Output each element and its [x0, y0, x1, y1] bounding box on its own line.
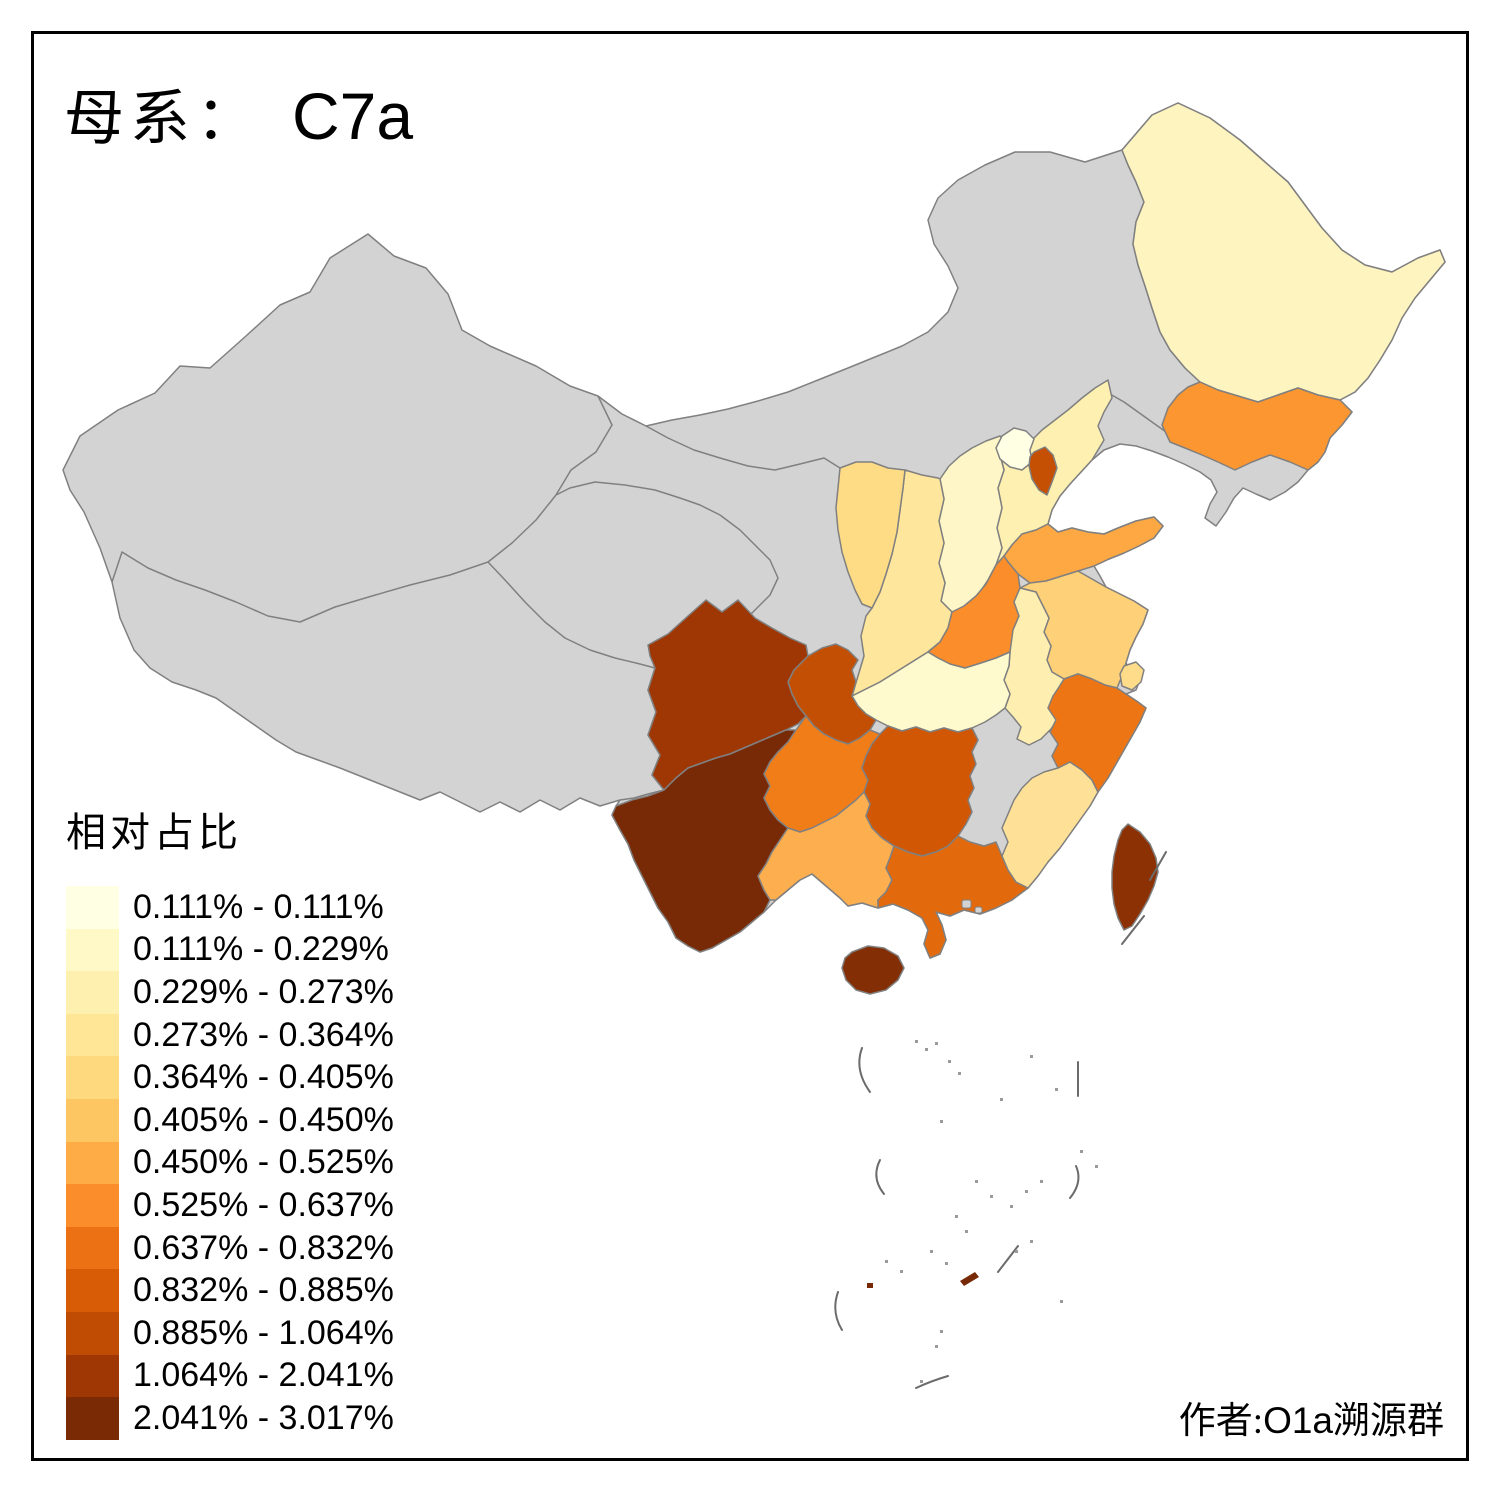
author-group-cjk: 溯源群: [1333, 1401, 1444, 1442]
legend-item: 2.041% - 3.017%: [66, 1397, 394, 1440]
legend-item: 0.405% - 0.450%: [66, 1098, 394, 1142]
legend-item: 0.832% - 0.885%: [66, 1269, 394, 1312]
author-group-latin: O1a: [1263, 1400, 1333, 1441]
legend-label: 2.041% - 3.017%: [133, 1398, 394, 1437]
legend-label: 0.273% - 0.364%: [133, 1015, 394, 1054]
legend-swatch: [66, 1354, 119, 1398]
province-zhejiang: [1047, 673, 1147, 793]
province-heilongjiang: [1121, 102, 1446, 403]
province-tianjin: [1028, 446, 1058, 496]
province-jilin: [1161, 381, 1353, 471]
legend-label: 1.064% - 2.041%: [133, 1356, 394, 1395]
legend-title: 相对占比: [66, 810, 242, 855]
legend-item: 0.229% - 0.273%: [66, 971, 394, 1014]
legend-label: 0.832% - 0.885%: [133, 1271, 394, 1310]
nine-dash-line: [834, 851, 1167, 1389]
legend-swatch: [66, 1141, 119, 1185]
legend-label: 0.111% - 0.229%: [133, 930, 389, 969]
legend-item: 0.111% - 0.111%: [66, 886, 394, 929]
author-credit: 作者:O1a溯源群: [1179, 1390, 1444, 1444]
legend-item: 0.273% - 0.364%: [66, 1013, 394, 1057]
legend-label: 0.450% - 0.525%: [133, 1143, 394, 1182]
legend-item: 0.525% - 0.637%: [66, 1184, 394, 1227]
legend-item: 0.885% - 1.064%: [66, 1311, 394, 1355]
province-hongkong: [961, 899, 972, 909]
legend-item: 0.637% - 0.832%: [66, 1226, 394, 1270]
legend-swatch: [66, 1226, 119, 1270]
title-haplogroup-code: C7a: [292, 79, 414, 153]
province-shanghai: [1119, 661, 1145, 691]
island-specks: [885, 1040, 1098, 1383]
legend-swatch: [66, 1269, 119, 1312]
legend-swatch: [66, 971, 119, 1014]
province-hainan: [841, 945, 905, 995]
legend-label: 0.525% - 0.637%: [133, 1185, 394, 1224]
legend-swatch: [66, 1056, 119, 1099]
legend-swatch: [66, 1098, 119, 1142]
colored-islets: [867, 1272, 979, 1288]
legend-item: 0.111% - 0.229%: [66, 928, 394, 972]
province-macau: [974, 906, 983, 914]
plot-frame: [31, 31, 1469, 1461]
legend-items: 0.111% - 0.111% 0.111% - 0.229% 0.229% - 0…: [66, 886, 394, 1440]
legend: 相对占比 0.111% - 0.111% 0.111% - 0.229% 0.229…: [66, 800, 394, 1440]
legend-label: 0.885% - 1.064%: [133, 1313, 394, 1352]
province-taiwan: [1111, 823, 1159, 931]
legend-swatch: [66, 1013, 119, 1057]
legend-label: 0.111% - 0.111%: [133, 887, 384, 926]
legend-label: 0.405% - 0.450%: [133, 1100, 394, 1139]
legend-swatch: [66, 1311, 119, 1355]
legend-item: 0.364% - 0.405%: [66, 1056, 394, 1099]
legend-swatch: [66, 1184, 119, 1227]
legend-swatch: [66, 886, 119, 929]
legend-swatch: [66, 1397, 119, 1440]
legend-item: 0.450% - 0.525%: [66, 1141, 394, 1185]
legend-swatch: [66, 928, 119, 972]
legend-label: 0.229% - 0.273%: [133, 972, 394, 1011]
author-prefix: 作者:: [1178, 1401, 1264, 1442]
legend-label: 0.637% - 0.832%: [133, 1228, 394, 1267]
title-prefix: 母系：: [64, 86, 262, 152]
legend-item: 1.064% - 2.041%: [66, 1354, 394, 1398]
province-guangdong: [877, 835, 1029, 959]
legend-label: 0.364% - 0.405%: [133, 1058, 394, 1097]
province-ningxia: [835, 461, 906, 609]
page-title: 母系： C7a: [64, 70, 413, 157]
